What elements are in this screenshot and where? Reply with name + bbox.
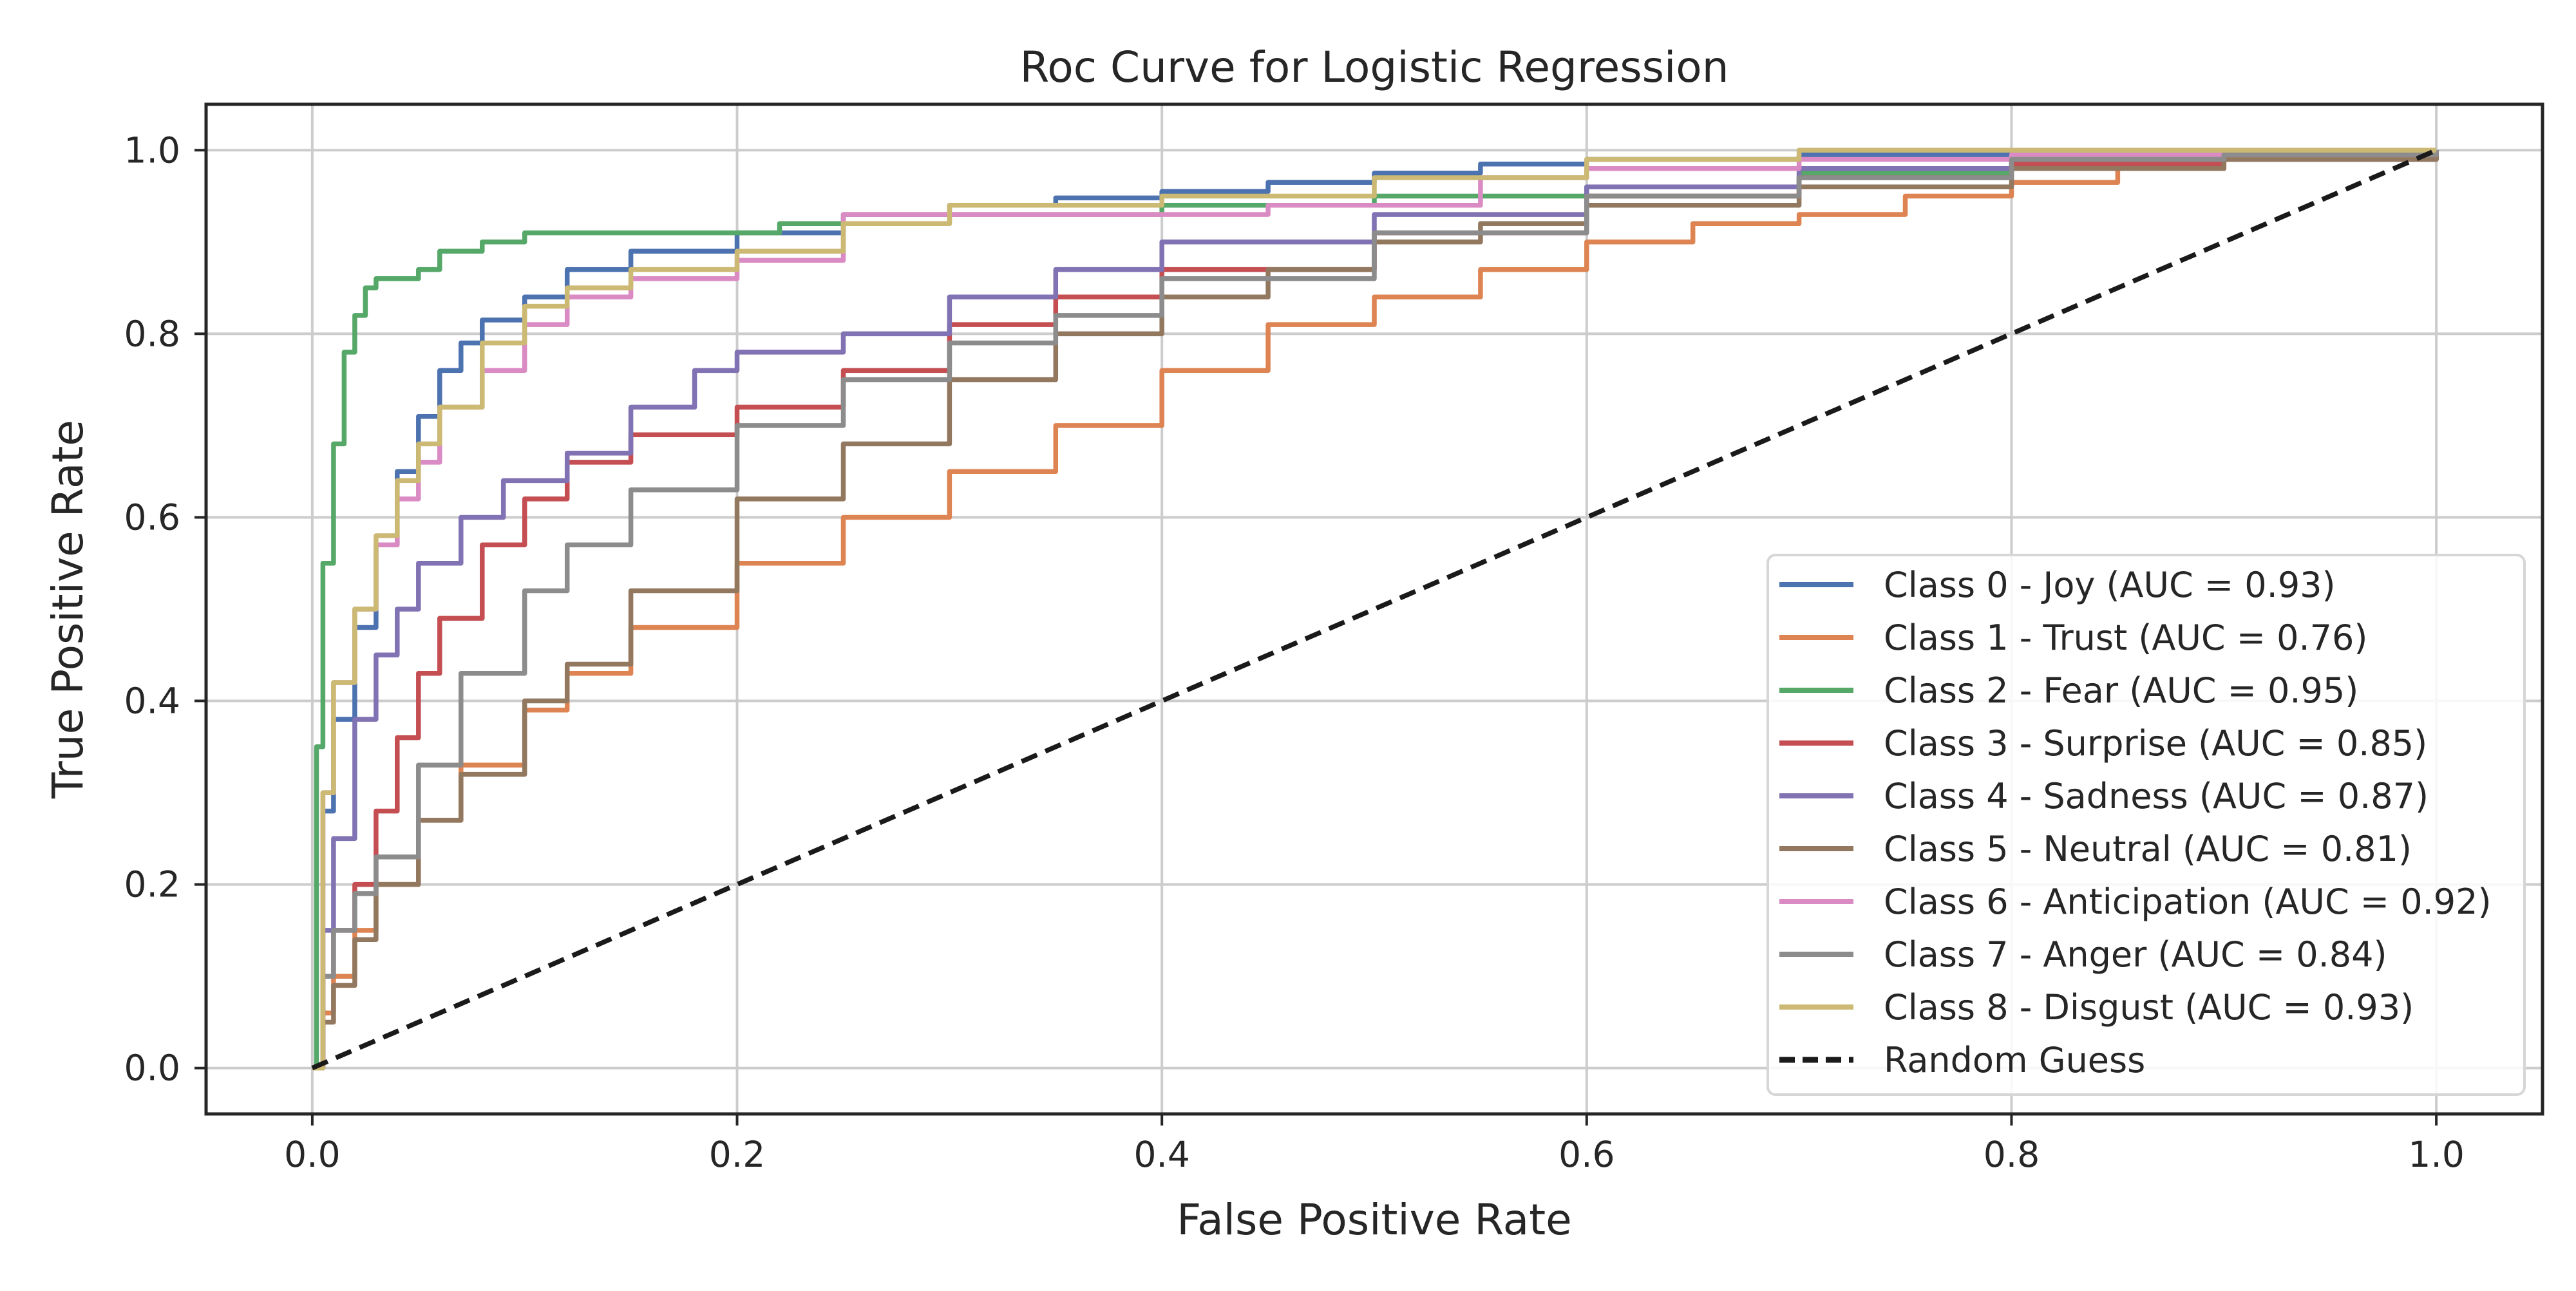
roc-series-line-7 bbox=[312, 150, 2439, 1071]
chart-title: Roc Curve for Logistic Regression bbox=[1019, 42, 1728, 92]
legend-label: Class 6 - Anticipation (AUC = 0.92) bbox=[1884, 881, 2492, 922]
legend-label: Class 3 - Surprise (AUC = 0.85) bbox=[1884, 723, 2427, 764]
y-tick-label: 0.8 bbox=[124, 313, 180, 354]
y-tick-label: 1.0 bbox=[124, 129, 180, 171]
legend-label: Class 7 - Anger (AUC = 0.84) bbox=[1884, 934, 2387, 975]
legend-label: Class 2 - Fear (AUC = 0.95) bbox=[1884, 670, 2358, 711]
y-axis-label: True Positive Rate bbox=[43, 420, 93, 799]
roc-series-line-8 bbox=[312, 147, 2437, 1071]
legend-label: Class 0 - Joy (AUC = 0.93) bbox=[1884, 565, 2336, 605]
y-tick-label: 0.2 bbox=[124, 864, 180, 905]
x-tick-label: 0.6 bbox=[1558, 1134, 1615, 1175]
roc-series-line-5 bbox=[312, 150, 2439, 1071]
x-tick-label: 0.4 bbox=[1133, 1134, 1189, 1175]
legend-label: Random Guess bbox=[1884, 1040, 2145, 1080]
legend-label: Class 4 - Sadness (AUC = 0.87) bbox=[1884, 776, 2429, 816]
legend-label: Class 5 - Neutral (AUC = 0.81) bbox=[1884, 829, 2412, 869]
x-axis-label: False Positive Rate bbox=[1177, 1195, 1571, 1245]
legend: Class 0 - Joy (AUC = 0.93) Class 1 - Trus… bbox=[1766, 554, 2526, 1096]
tick-layer: 0.0 0.2 0.4 0.6 0.8 1.0 0.0 0.2 0.4 0.6 0.8 1.0 bbox=[124, 129, 2465, 1175]
legend-label: Class 8 - Disgust (AUC = 0.93) bbox=[1884, 987, 2414, 1028]
x-tick-label: 0.0 bbox=[284, 1134, 340, 1175]
x-tick-label: 0.8 bbox=[1984, 1134, 2040, 1175]
y-tick-label: 0.6 bbox=[124, 496, 180, 538]
y-tick-label: 0.4 bbox=[124, 681, 180, 722]
x-tick-label: 1.0 bbox=[2408, 1134, 2464, 1175]
x-tick-label: 0.2 bbox=[709, 1134, 765, 1175]
y-tick-label: 0.0 bbox=[124, 1048, 180, 1089]
legend-box bbox=[1766, 554, 2526, 1096]
series-layer bbox=[311, 147, 2439, 1071]
legend-label: Class 1 - Trust (AUC = 0.76) bbox=[1884, 617, 2367, 658]
plot-frame bbox=[204, 102, 2544, 1116]
